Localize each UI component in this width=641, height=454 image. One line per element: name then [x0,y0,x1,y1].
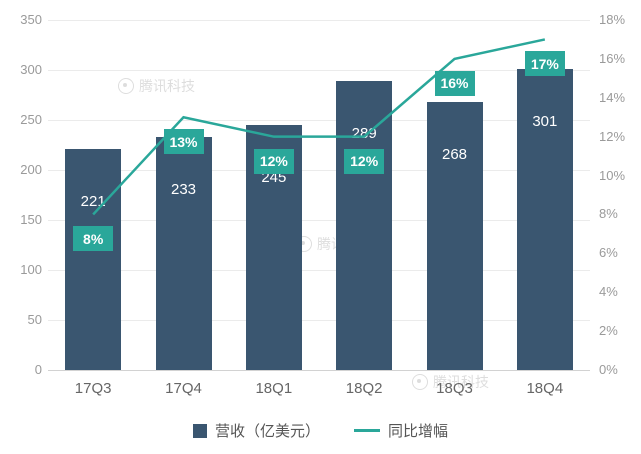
left-axis-label: 0 [34,362,42,377]
legend-item-growth: 同比增幅 [354,420,448,441]
growth-badge: 13% [163,129,204,155]
right-axis-label: 14% [599,89,626,105]
growth-badge: 16% [434,70,475,96]
revenue-bar [65,149,122,370]
bar-value-label: 221 [80,193,106,210]
gridline [48,170,590,171]
growth-line [92,38,546,216]
left-axis-label: 150 [20,212,42,227]
bar-value-label: 268 [441,146,468,163]
right-axis-label: 2% [599,323,618,339]
revenue-bar [155,137,212,370]
left-axis-label: 300 [20,62,42,77]
left-axis-label: 50 [27,312,42,327]
x-axis-label: 17Q3 [74,380,112,397]
x-axis-label: 18Q4 [526,380,564,397]
x-axis-label: 18Q1 [255,380,293,397]
left-axis-label: 350 [20,12,42,27]
gridline [48,220,590,221]
right-axis-label: 16% [599,50,626,66]
bar-value-label: 233 [170,181,197,198]
growth-badge: 17% [524,51,565,77]
legend-item-revenue: 营收（亿美元） [192,420,320,441]
revenue-bar [516,69,573,370]
right-axis-label: 8% [599,206,618,222]
legend-label-revenue: 营收（亿美元） [214,423,320,440]
gridline [48,370,590,371]
gridline [48,70,590,71]
x-axis-label: 18Q3 [436,380,473,397]
right-axis-label: 12% [599,128,626,144]
gridline [48,270,590,271]
legend: 营收（亿美元） 同比增幅 [0,420,641,441]
bar-value-label: 301 [532,113,558,130]
gridline [48,120,590,121]
revenue-bar [426,102,483,370]
x-axis-label: 17Q4 [165,380,202,397]
growth-badge: 8% [73,226,114,252]
left-axis-label: 250 [20,112,42,127]
right-axis-label: 10% [599,167,626,183]
right-axis-label: 6% [599,245,618,261]
revenue-bar [336,81,393,370]
gridline [48,20,590,21]
right-axis-label: 4% [599,284,618,300]
revenue-swatch-icon [192,423,207,438]
growth-badge: 12% [253,148,294,174]
right-axis-label: 0% [599,362,618,377]
left-axis-label: 200 [20,162,42,177]
growth-badge: 12% [344,148,385,174]
left-axis-label: 100 [20,262,42,277]
gridline [48,320,590,321]
right-axis-label: 18% [599,12,626,27]
x-axis-label: 18Q2 [345,380,383,397]
growth-line-swatch-icon [354,429,380,432]
legend-label-growth: 同比增幅 [388,423,449,440]
